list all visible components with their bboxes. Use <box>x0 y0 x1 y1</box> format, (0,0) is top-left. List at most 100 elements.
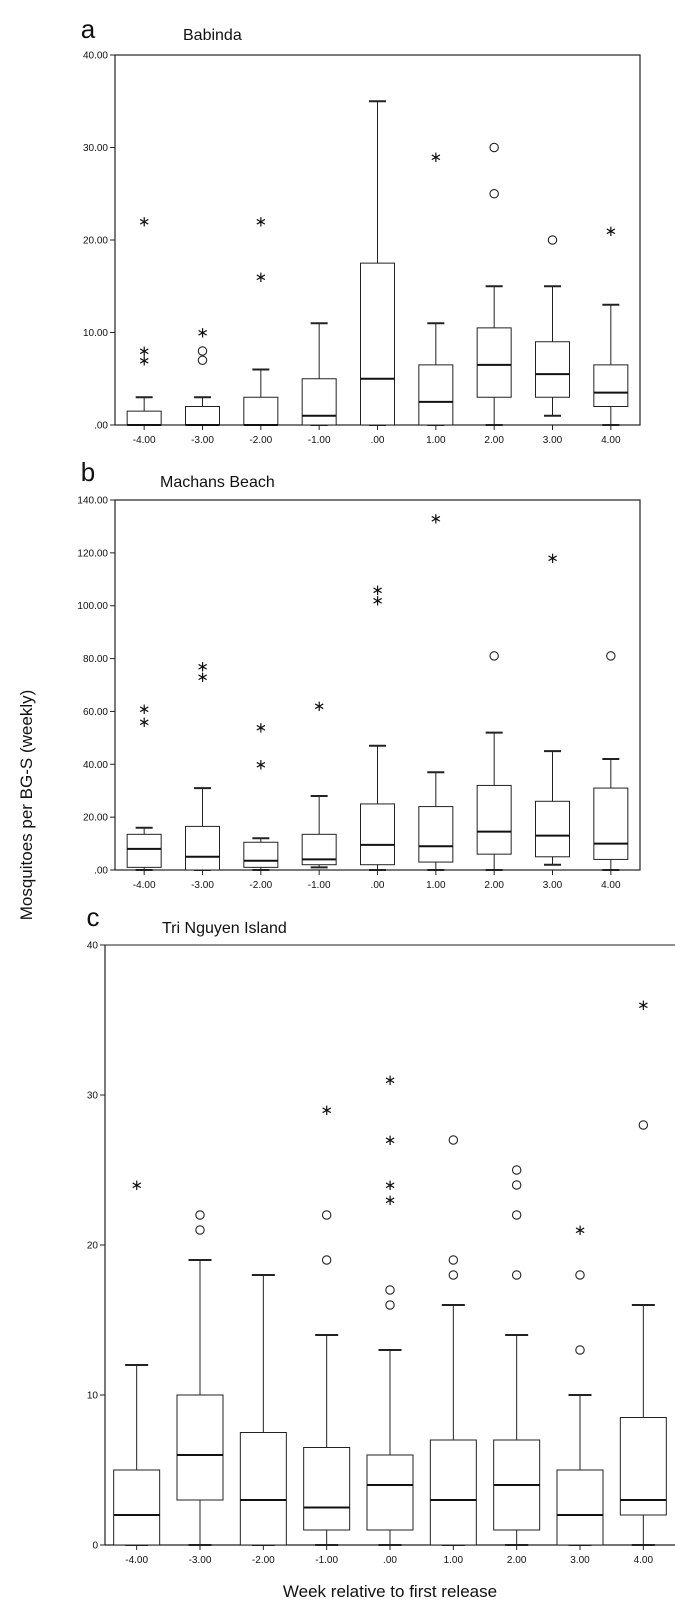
outlier-point <box>321 1255 332 1265</box>
y-tick-label: 30.00 <box>83 143 108 154</box>
x-tick-label: -1.00 <box>315 1555 338 1566</box>
box-3.00 <box>535 235 570 417</box>
outlier-point <box>197 346 208 356</box>
y-tick-label: 20.00 <box>83 813 108 824</box>
box--3.00 <box>176 1210 224 1546</box>
iqr-box <box>126 833 162 868</box>
x-tick-label: 3.00 <box>543 435 563 446</box>
box--1.00: ∗ <box>303 1101 351 1546</box>
x-tick-label: -2.00 <box>249 880 272 891</box>
iqr-box <box>126 410 162 426</box>
extreme-point: ∗ <box>384 1131 397 1149</box>
box--4.00: ∗∗ <box>126 700 162 871</box>
outlier-point <box>448 1255 459 1265</box>
outlier-point <box>511 1165 522 1175</box>
iqr-box <box>301 378 337 426</box>
box-1.00: ∗ <box>418 148 454 426</box>
extreme-point: ∗ <box>371 581 384 599</box>
outlier-point <box>638 1120 649 1130</box>
box--4.00: ∗ <box>113 1176 161 1546</box>
x-tick-label: -1.00 <box>308 435 331 446</box>
x-tick-label: 1.00 <box>444 1555 464 1566</box>
box--1.00 <box>301 322 337 426</box>
extreme-point: ∗ <box>605 222 618 240</box>
outlier-point <box>321 1210 332 1220</box>
x-tick-label: 1.00 <box>426 880 446 891</box>
x-tick-label: 2.00 <box>507 1555 527 1566</box>
extreme-point: ∗ <box>255 755 268 773</box>
box-1.00: ∗ <box>418 510 454 871</box>
y-tick-label: 20.00 <box>83 236 108 247</box>
y-tick-label: 140.00 <box>77 496 108 507</box>
y-tick-label: .00 <box>94 421 108 432</box>
panel-title: Tri Nguyen Island <box>162 920 287 937</box>
iqr-box <box>476 784 512 855</box>
outlier-point <box>385 1300 395 1310</box>
box-.00: ∗∗ <box>360 581 395 871</box>
x-tick-label: 2.00 <box>484 880 504 891</box>
box--4.00: ∗∗∗ <box>126 213 162 426</box>
panel-a: a Babinda .00 10.00 20.00 30.00 40.00 -4.00 -3.0… <box>81 14 641 446</box>
x-tick-label: .00 <box>371 880 385 891</box>
y-tick-label: 10 <box>87 1391 99 1402</box>
iqr-box <box>593 787 629 860</box>
extreme-point: ∗ <box>196 324 209 342</box>
iqr-box <box>429 1439 477 1546</box>
extreme-point: ∗ <box>255 718 268 736</box>
y-tick-label: 100.00 <box>77 601 108 612</box>
box--3.00: ∗∗ <box>185 658 220 871</box>
outlier-point <box>448 1270 459 1280</box>
extreme-point: ∗ <box>255 213 268 231</box>
x-tick-label: -1.00 <box>308 880 331 891</box>
iqr-box <box>243 841 279 868</box>
y-tick-label: 40.00 <box>83 760 108 771</box>
extreme-point: ∗ <box>138 351 151 369</box>
panel-letter: b <box>81 457 95 487</box>
panel-letter: c <box>87 902 100 932</box>
outlier-point <box>195 1225 205 1235</box>
outlier-point <box>448 1135 459 1145</box>
box-3.00: ∗ <box>556 1221 604 1546</box>
outlier-point <box>547 235 558 245</box>
outlier-point <box>489 189 499 199</box>
iqr-box <box>176 1394 224 1501</box>
box-1.00 <box>429 1135 477 1546</box>
extreme-point: ∗ <box>574 1221 587 1239</box>
extreme-point: ∗ <box>384 1191 397 1209</box>
box-3.00: ∗ <box>535 549 570 866</box>
box-2.00 <box>476 651 512 871</box>
x-axis-label: Week relative to first release <box>283 1582 497 1601</box>
box--2.00: ∗∗ <box>243 718 279 871</box>
extreme-point: ∗ <box>546 549 559 567</box>
iqr-box <box>556 1469 604 1546</box>
x-tick-label: 3.00 <box>570 1555 590 1566</box>
x-tick-label: -2.00 <box>249 435 272 446</box>
iqr-box <box>366 1454 414 1531</box>
y-tick-label: 0 <box>92 1541 98 1552</box>
box--2.00: ∗∗ <box>243 213 279 426</box>
iqr-box <box>476 327 512 398</box>
y-tick-label: 30 <box>87 1091 99 1102</box>
panel-letter: a <box>81 14 96 44</box>
box--3.00: ∗ <box>185 324 220 426</box>
box-4.00 <box>593 651 629 871</box>
y-tick-label: 20 <box>87 1241 99 1252</box>
panel-b: b Machans Beach .00 20.00 40.00 60.00 80.00 100… <box>77 457 641 891</box>
extreme-point: ∗ <box>138 342 151 360</box>
iqr-box <box>243 396 279 426</box>
iqr-box <box>535 800 570 858</box>
x-tick-label: 4.00 <box>634 1555 654 1566</box>
extreme-point: ∗ <box>130 1176 143 1194</box>
extreme-point: ∗ <box>138 713 151 731</box>
box-4.00: ∗ <box>619 996 667 1546</box>
box--2.00 <box>239 1274 287 1546</box>
outlier-point <box>195 1210 205 1220</box>
extreme-point: ∗ <box>138 700 151 718</box>
y-axis-label: Mosquitoes per BG-S (weekly) <box>17 690 36 921</box>
x-tick-label: 4.00 <box>601 880 621 891</box>
outlier-point <box>489 651 499 661</box>
x-tick-label: -3.00 <box>191 880 214 891</box>
iqr-box <box>185 825 220 871</box>
extreme-point: ∗ <box>637 996 650 1014</box>
iqr-box <box>535 341 570 398</box>
